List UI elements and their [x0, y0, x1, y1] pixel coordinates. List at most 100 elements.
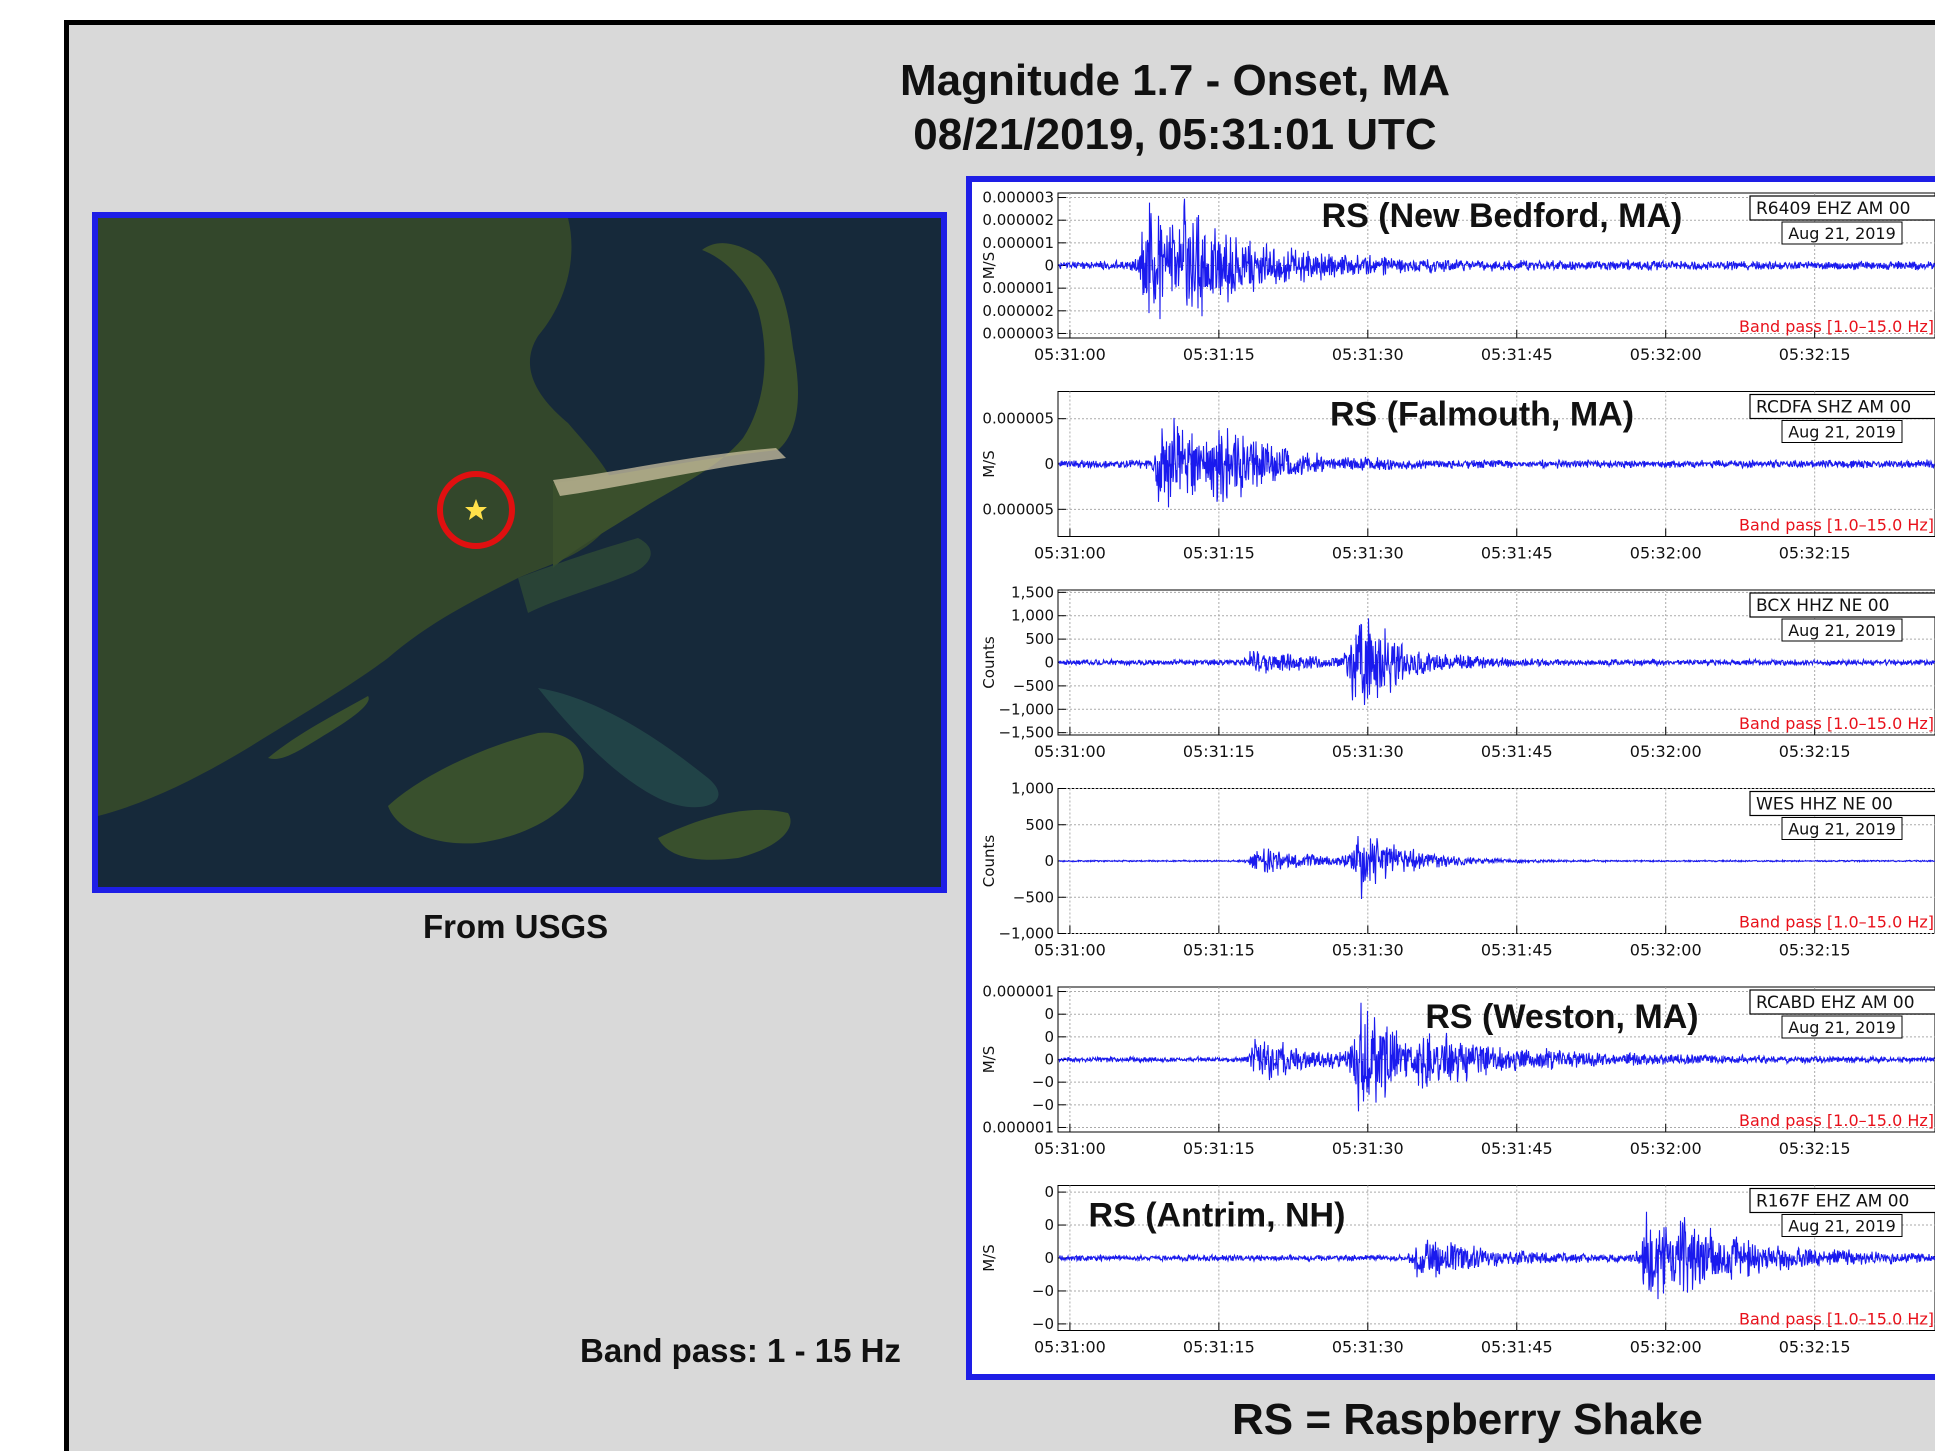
x-tick-label: 05:31:15 [1183, 1139, 1255, 1158]
y-tick-label: 0 [1044, 1183, 1054, 1201]
sound-shallows [538, 688, 719, 808]
y-tick-label: 0 [1044, 654, 1054, 672]
y-axis-label: M/S [980, 252, 998, 280]
mainland [98, 218, 617, 816]
y-tick-label: 0 [1044, 1005, 1054, 1023]
bandpass-label: Band pass [1.0–15.0 Hz] [1739, 714, 1934, 733]
epicenter-star-icon [465, 499, 487, 520]
map-caption: From USGS [423, 908, 609, 945]
y-tick-label: −500 [1013, 888, 1054, 906]
date-box [1781, 618, 1903, 642]
station-name: RS (Antrim, NH) [1089, 1197, 1346, 1235]
station-panel-1: 0.000003 0.000002 0.000001 0 0.000001 0.00000… [980, 189, 1935, 364]
y-axis-label: M/S [980, 450, 998, 478]
date-label: Aug 21, 2019 [1788, 1217, 1896, 1236]
channel-label: BCX HHZ NE 00 [1756, 596, 1889, 616]
y-tick-label: 0 [1044, 257, 1054, 275]
y-tick-label: 0.000005 [982, 410, 1054, 428]
waveform-trace [1058, 1002, 1935, 1112]
channel-box [1749, 1187, 1935, 1214]
x-tick-label: 05:31:00 [1034, 1139, 1106, 1158]
x-tick-label: 05:31:45 [1481, 544, 1553, 563]
station-name: RS (Weston, MA) [1425, 998, 1698, 1036]
x-tick-label: 05:32:00 [1630, 544, 1702, 563]
x-tick-label: 05:32:00 [1630, 1338, 1702, 1357]
y-tick-label: 1,000 [1011, 607, 1054, 625]
y-tick-label: 1,500 [1011, 583, 1054, 601]
y-tick-label: 0.000001 [982, 234, 1054, 252]
station-panel-5: 0.000001 0 0 0 −0 −0 0.000001 05:31:00 05:31:15 0… [980, 983, 1935, 1158]
bandpass-label: Band pass [1.0–15.0 Hz] [1739, 1111, 1934, 1130]
x-tick-label: 05:31:15 [1183, 345, 1255, 364]
slide-title-line2: 08/21/2019, 05:31:01 UTC [913, 110, 1437, 159]
x-tick-label: 05:31:00 [1034, 544, 1106, 563]
station-name: RS (Falmouth, MA) [1330, 396, 1634, 434]
y-tick-label: 500 [1025, 630, 1054, 648]
y-tick-label: 0.000003 [982, 189, 1054, 207]
y-tick-label: 0.000005 [982, 500, 1054, 518]
x-tick-label: 05:32:15 [1779, 742, 1851, 761]
y-tick-label: 1,000 [1011, 780, 1054, 798]
bandpass-label: Band pass [1.0–15.0 Hz] [1739, 1310, 1934, 1329]
y-tick-label: −500 [1013, 677, 1054, 695]
channel-box [1749, 989, 1935, 1015]
date-label: Aug 21, 2019 [1788, 820, 1896, 839]
x-tick-label: 05:31:00 [1034, 941, 1106, 960]
bandpass-label: Band pass [1.0–15.0 Hz] [1739, 516, 1934, 535]
x-tick-label: 05:31:45 [1481, 742, 1553, 761]
y-tick-label: 0 [1044, 852, 1054, 870]
y-tick-label: 0 [1044, 455, 1054, 473]
y-tick-label: 0.000001 [982, 1118, 1054, 1136]
y-tick-label: −0 [1032, 1282, 1054, 1300]
y-tick-label: 0 [1044, 1249, 1054, 1267]
bandpass-label: Band pass [1.0–15.0 Hz] [1739, 913, 1934, 932]
channel-label: RCDFA SHZ AM 00 [1756, 398, 1911, 418]
satellite-map [92, 212, 947, 893]
y-tick-label: −1,500 [998, 724, 1054, 742]
footer-note: RS = Raspberry Shake [1232, 1395, 1703, 1444]
station-panel-6: 0 0 0 −0 −0 05:31:00 05:31:15 05:31:30 05:31:45 0… [980, 1183, 1935, 1357]
x-tick-label: 05:32:15 [1779, 345, 1851, 364]
x-tick-label: 05:31:30 [1332, 1338, 1404, 1357]
date-box [1781, 1015, 1903, 1039]
slide-title-line1: Magnitude 1.7 - Onset, MA [899, 56, 1451, 105]
x-tick-label: 05:32:00 [1630, 941, 1702, 960]
y-tick-label: 500 [1025, 816, 1054, 834]
waveform-trace [1058, 198, 1935, 320]
date-box [1781, 221, 1903, 245]
y-tick-label: 0.000003 [982, 324, 1054, 342]
x-tick-label: 05:32:00 [1630, 345, 1702, 364]
date-box [1781, 420, 1903, 443]
y-tick-label: 0.000002 [982, 211, 1054, 229]
channel-box [1749, 592, 1935, 618]
x-tick-label: 05:31:30 [1332, 544, 1404, 563]
nantucket [658, 809, 791, 860]
y-tick-label: 0.000001 [982, 983, 1054, 1001]
station-panel-4: 1,000 500 0 −500 −1,00005:31:00 05:31:15 05:31… [980, 780, 1935, 960]
date-box [1781, 817, 1903, 840]
waveform-trace [1058, 1211, 1935, 1300]
channel-box [1749, 393, 1935, 420]
epicenter-circle-icon [437, 471, 515, 549]
y-tick-label: 0.000001 [982, 279, 1054, 297]
cape-cod-map [98, 218, 941, 887]
y-tick-label: −1,000 [998, 925, 1054, 943]
y-tick-label: −0 [1032, 1073, 1054, 1091]
waveform-trace [1058, 417, 1935, 508]
x-tick-label: 05:31:00 [1034, 345, 1106, 364]
y-axis-label: Counts [980, 835, 998, 888]
x-tick-label: 05:31:30 [1332, 742, 1404, 761]
y-tick-label: −1,000 [998, 700, 1054, 718]
x-tick-label: 05:31:30 [1332, 345, 1404, 364]
channel-label: R167F EHZ AM 00 [1756, 1192, 1909, 1212]
y-axis-label: M/S [980, 1244, 998, 1272]
y-tick-label: −0 [1032, 1096, 1054, 1114]
x-tick-label: 05:31:15 [1183, 742, 1255, 761]
beach [553, 448, 786, 496]
marthas-vineyard [388, 732, 584, 844]
x-tick-label: 05:31:45 [1481, 345, 1553, 364]
x-tick-label: 05:32:15 [1779, 1139, 1851, 1158]
x-tick-label: 05:31:00 [1034, 1338, 1106, 1357]
y-tick-label: 0.000002 [982, 302, 1054, 320]
x-tick-label: 05:31:45 [1481, 941, 1553, 960]
